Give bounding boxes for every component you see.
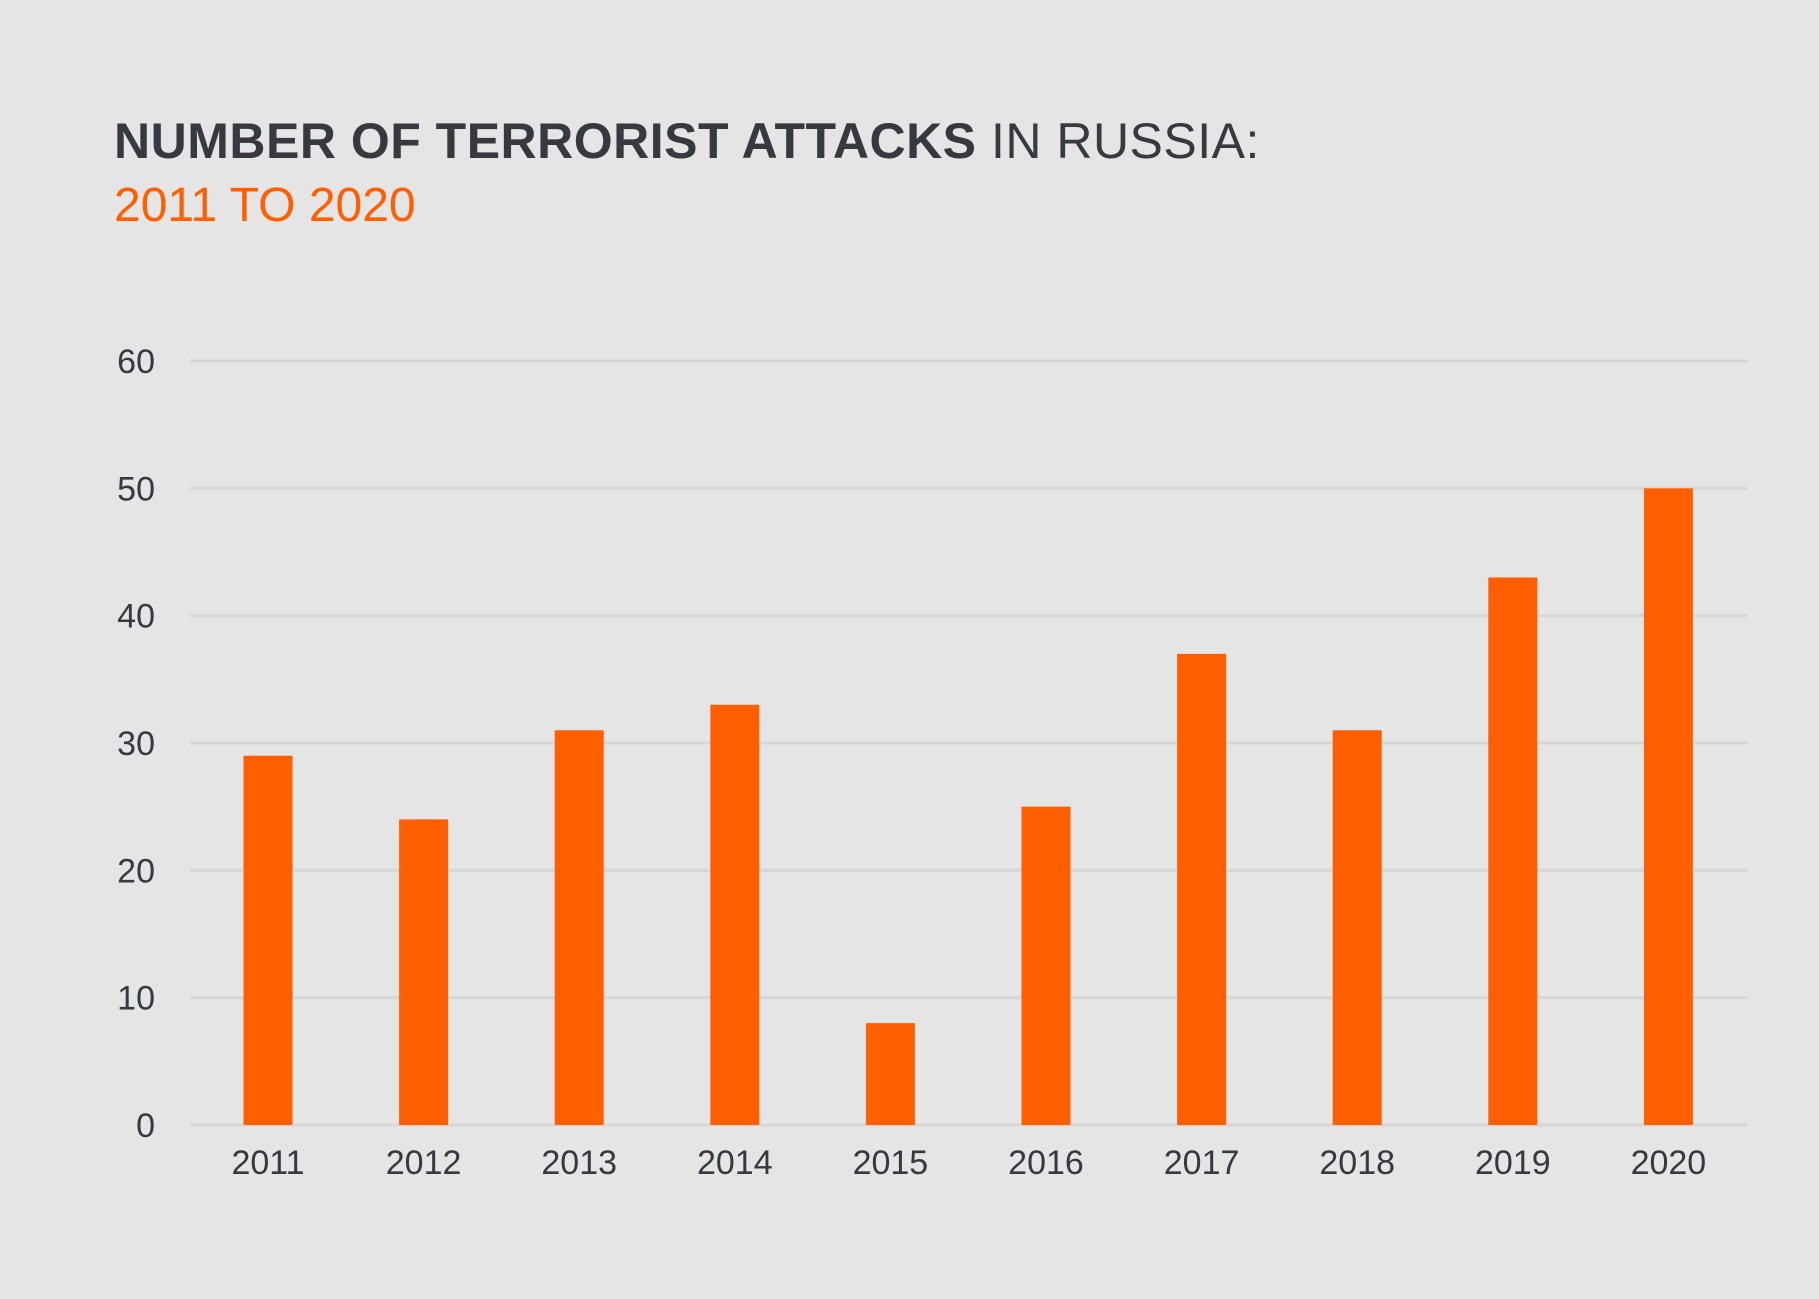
x-tick-label: 2012 — [386, 1144, 462, 1182]
y-tick-label: 60 — [117, 343, 155, 381]
bar-2020 — [1643, 488, 1693, 1125]
bar-2018 — [1332, 730, 1382, 1125]
bar-2012 — [399, 819, 449, 1125]
bar-2014 — [710, 704, 760, 1125]
y-tick-label: 30 — [117, 725, 155, 763]
x-tick-label: 2017 — [1164, 1144, 1240, 1182]
x-tick-label: 2011 — [231, 1144, 304, 1182]
x-tick-label: 2015 — [853, 1144, 929, 1182]
y-tick-label: 10 — [117, 980, 155, 1018]
bar-2019 — [1488, 577, 1538, 1125]
y-tick-label: 50 — [117, 470, 155, 508]
x-tick-label: 2020 — [1631, 1144, 1707, 1182]
y-tick-label: 0 — [136, 1107, 155, 1145]
y-tick-label: 40 — [117, 598, 155, 636]
chart-title: NUMBER OF TERRORIST ATTACKS IN RUSSIA: — [114, 112, 1260, 170]
chart-subtitle: 2011 TO 2020 — [114, 179, 416, 232]
bar-2013 — [554, 730, 604, 1125]
chart-title-light: IN RUSSIA: — [990, 113, 1260, 169]
bar-2017 — [1177, 653, 1227, 1125]
x-tick-label: 2019 — [1475, 1144, 1551, 1182]
x-tick-label: 2018 — [1319, 1144, 1395, 1182]
chart-title-bold: NUMBER OF TERRORIST ATTACKS — [114, 113, 977, 169]
y-tick-label: 20 — [117, 852, 155, 890]
bar-2011 — [243, 755, 293, 1125]
x-tick-label: 2013 — [541, 1144, 617, 1182]
x-tick-label: 2014 — [697, 1144, 773, 1182]
x-tick-label: 2016 — [1008, 1144, 1084, 1182]
bar-2015 — [865, 1023, 915, 1125]
bar-2016 — [1021, 806, 1071, 1125]
